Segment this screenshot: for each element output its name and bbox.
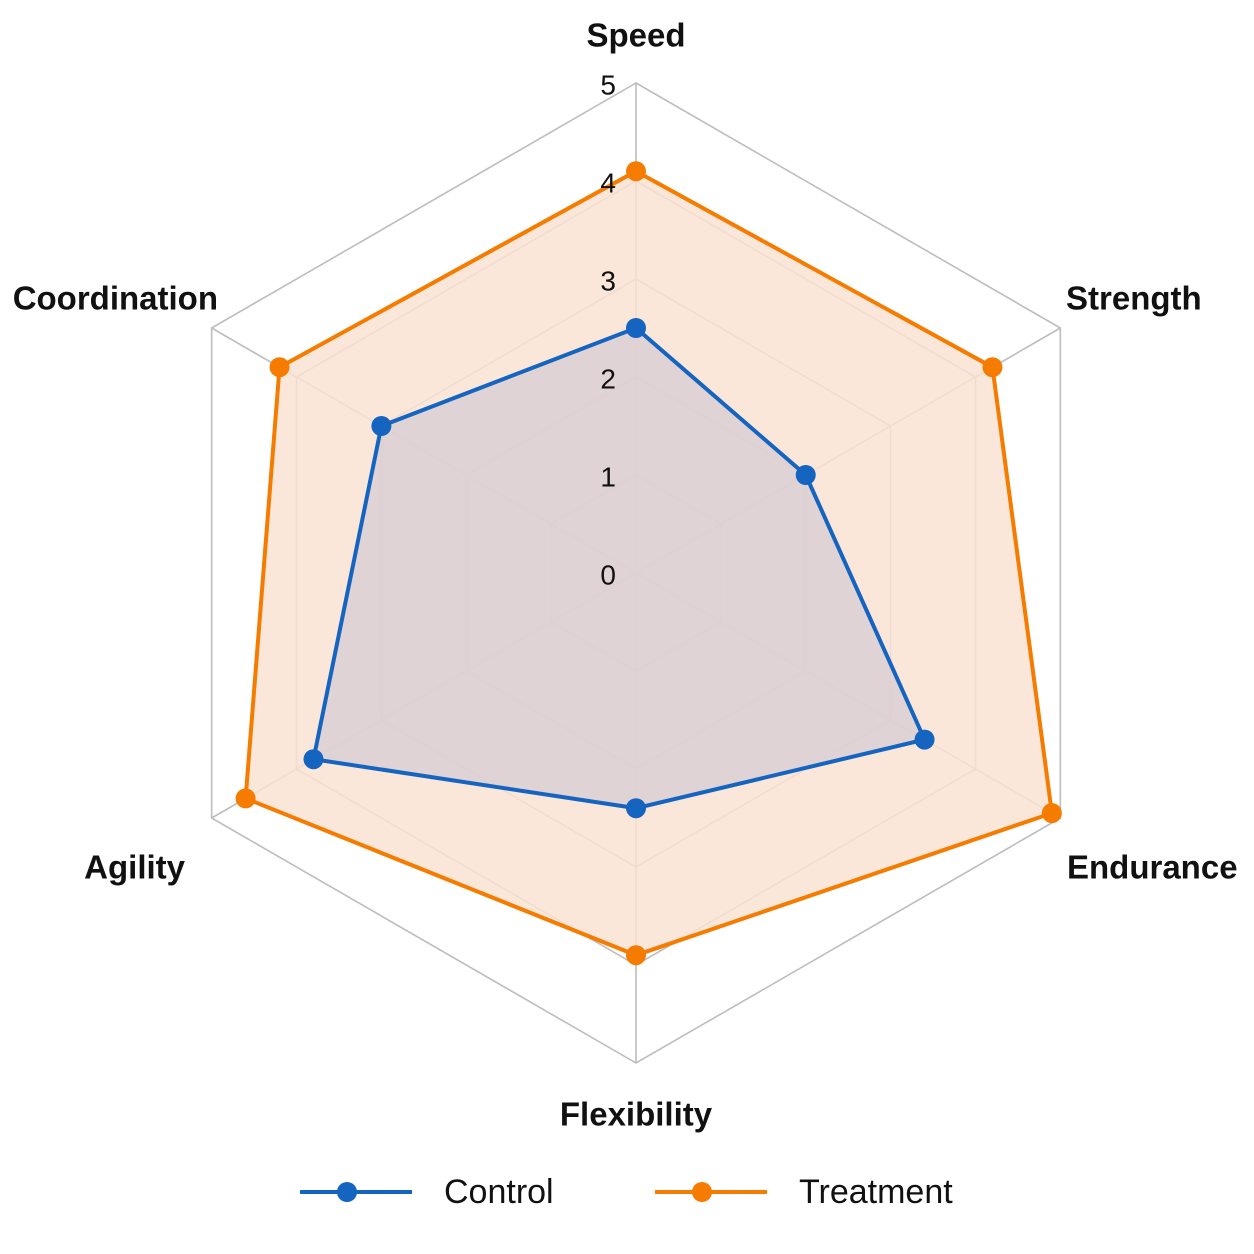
axis-label-endurance: Endurance bbox=[1067, 849, 1238, 886]
tick-label-layer: 0 1 2 3 4 5 bbox=[600, 69, 616, 590]
legend-label-control: Control bbox=[444, 1173, 554, 1211]
axis-label-flexibility: Flexibility bbox=[560, 1096, 713, 1133]
tick-label-0: 0 bbox=[600, 559, 616, 590]
data-point-control-speed bbox=[626, 318, 646, 338]
legend-label-treatment: Treatment bbox=[799, 1173, 953, 1211]
data-point-control-agility bbox=[303, 749, 324, 770]
data-point-control-strength bbox=[795, 465, 816, 485]
data-point-treatment-agility bbox=[235, 788, 256, 809]
legend: Control Treatment bbox=[300, 1173, 953, 1211]
data-point-treatment-endurance bbox=[1041, 803, 1062, 824]
legend-marker-treatment bbox=[692, 1182, 712, 1202]
data-point-control-flexibility bbox=[626, 798, 646, 819]
axis-label-layer: Speed Strength Endurance Flexibility Agility… bbox=[13, 17, 1238, 1133]
tick-label-3: 3 bbox=[600, 265, 616, 296]
data-point-treatment-flexibility bbox=[626, 945, 646, 966]
legend-marker-control bbox=[337, 1182, 357, 1202]
axis-label-strength: Strength bbox=[1066, 280, 1202, 317]
tick-label-5: 5 bbox=[600, 69, 616, 100]
data-point-control-endurance bbox=[914, 729, 935, 750]
axis-label-coordination: Coordination bbox=[13, 280, 218, 317]
axis-label-agility: Agility bbox=[84, 849, 185, 886]
axis-label-speed: Speed bbox=[586, 17, 685, 54]
tick-label-4: 4 bbox=[600, 167, 616, 198]
legend-item-control: Control bbox=[300, 1173, 554, 1211]
tick-label-2: 2 bbox=[600, 363, 616, 394]
series-fill-layer bbox=[245, 171, 1052, 956]
series-point-layer bbox=[235, 161, 1062, 966]
data-point-treatment-strength bbox=[982, 357, 1003, 378]
data-point-treatment-speed bbox=[626, 161, 646, 182]
data-point-control-coordination bbox=[371, 416, 392, 436]
tick-label-1: 1 bbox=[600, 461, 616, 492]
data-point-treatment-coordination bbox=[269, 357, 290, 378]
legend-item-treatment: Treatment bbox=[655, 1173, 953, 1211]
